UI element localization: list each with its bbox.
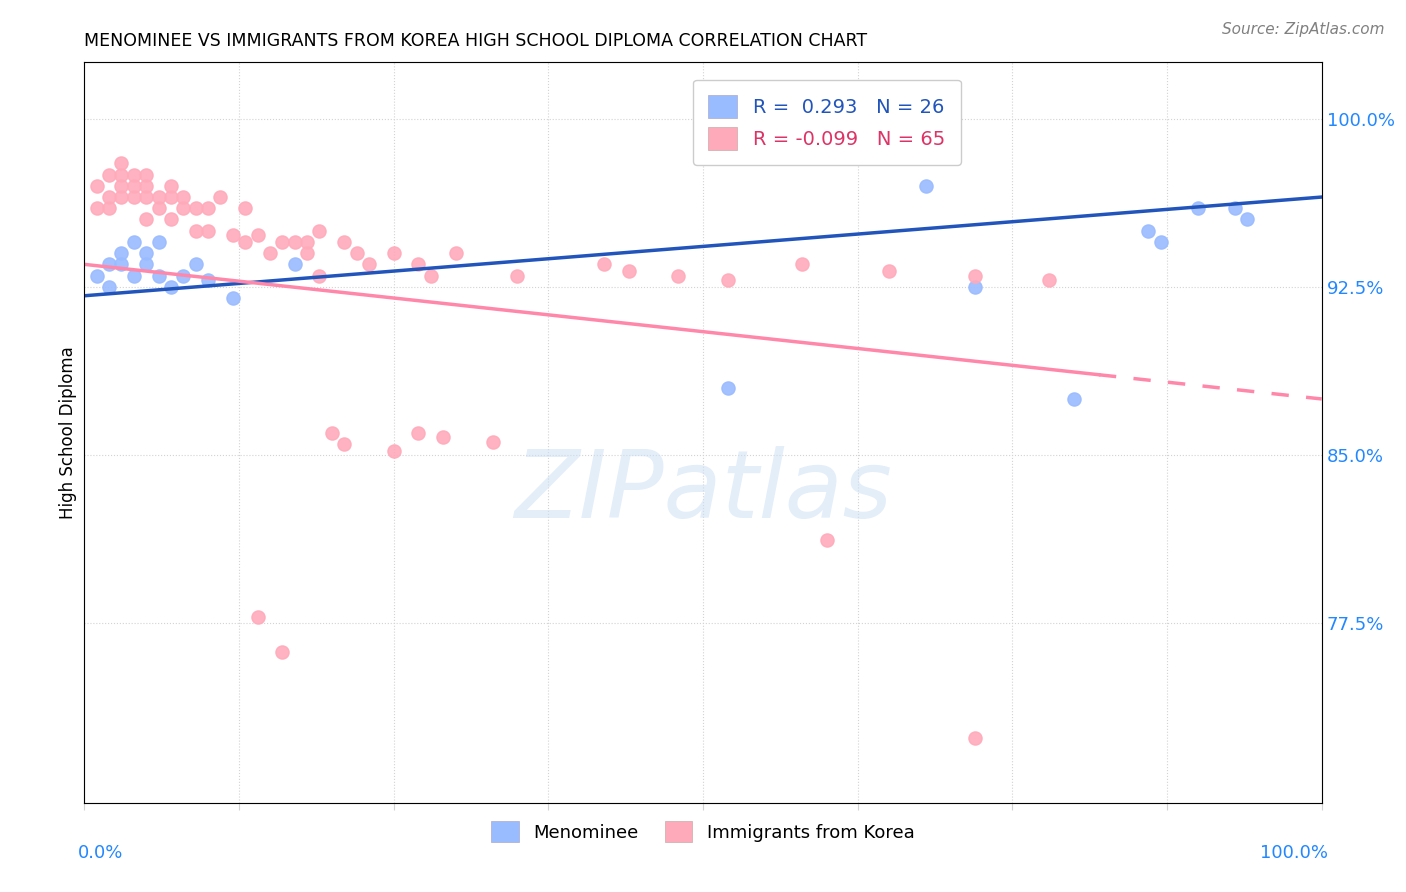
Point [160,212,183,227]
Point [160,280,183,294]
Point [122,178,145,193]
Point [1187,201,1209,215]
Point [432,430,454,444]
Point [184,257,207,271]
Point [98,190,121,204]
Point [98,280,121,294]
Point [271,235,294,249]
Point [444,246,467,260]
Point [110,246,132,260]
Point [308,268,330,283]
Point [382,246,405,260]
Point [1223,201,1246,215]
Point [110,178,132,193]
Point [717,381,740,395]
Point [357,257,380,271]
Point [160,178,183,193]
Point [284,257,307,271]
Point [1150,235,1173,249]
Point [148,190,170,204]
Text: 100.0%: 100.0% [1260,844,1327,862]
Point [110,156,132,170]
Text: ZIPatlas: ZIPatlas [515,446,891,537]
Point [1063,392,1085,406]
Point [965,268,987,283]
Point [295,246,318,260]
Point [271,645,294,659]
Point [122,190,145,204]
Point [333,437,356,451]
Point [259,246,281,260]
Point [122,268,145,283]
Point [914,178,936,193]
Point [295,235,318,249]
Point [419,268,441,283]
Point [346,246,368,260]
Point [246,609,269,624]
Text: Source: ZipAtlas.com: Source: ZipAtlas.com [1222,22,1385,37]
Point [790,257,813,271]
Point [98,257,121,271]
Point [184,201,207,215]
Point [222,228,245,243]
Point [135,190,157,204]
Point [172,268,194,283]
Point [184,224,207,238]
Point [148,268,170,283]
Point [506,268,529,283]
Point [209,190,232,204]
Point [135,178,157,193]
Point [333,235,356,249]
Text: 0.0%: 0.0% [79,844,124,862]
Point [408,257,430,271]
Point [617,264,640,278]
Point [110,257,132,271]
Point [98,201,121,215]
Y-axis label: High School Diploma: High School Diploma [59,346,77,519]
Point [321,425,343,440]
Point [122,235,145,249]
Point [246,228,269,243]
Point [110,168,132,182]
Point [233,235,256,249]
Point [233,201,256,215]
Point [135,246,157,260]
Point [86,201,108,215]
Point [284,235,307,249]
Point [160,190,183,204]
Point [197,224,219,238]
Point [135,212,157,227]
Point [172,190,194,204]
Point [408,425,430,440]
Point [1038,273,1060,287]
Point [86,178,108,193]
Point [135,257,157,271]
Point [382,443,405,458]
Point [98,168,121,182]
Point [717,273,740,287]
Point [122,168,145,182]
Point [197,273,219,287]
Point [172,201,194,215]
Point [877,264,900,278]
Text: MENOMINEE VS IMMIGRANTS FROM KOREA HIGH SCHOOL DIPLOMA CORRELATION CHART: MENOMINEE VS IMMIGRANTS FROM KOREA HIGH … [84,32,868,50]
Point [481,434,503,449]
Point [148,201,170,215]
Point [1137,224,1160,238]
Point [815,533,838,548]
Point [148,235,170,249]
Point [222,291,245,305]
Point [965,731,987,745]
Point [1236,212,1258,227]
Point [593,257,616,271]
Point [197,201,219,215]
Point [965,280,987,294]
Point [666,268,689,283]
Point [86,268,108,283]
Point [135,168,157,182]
Point [308,224,330,238]
Point [110,190,132,204]
Legend: Menominee, Immigrants from Korea: Menominee, Immigrants from Korea [484,814,922,849]
